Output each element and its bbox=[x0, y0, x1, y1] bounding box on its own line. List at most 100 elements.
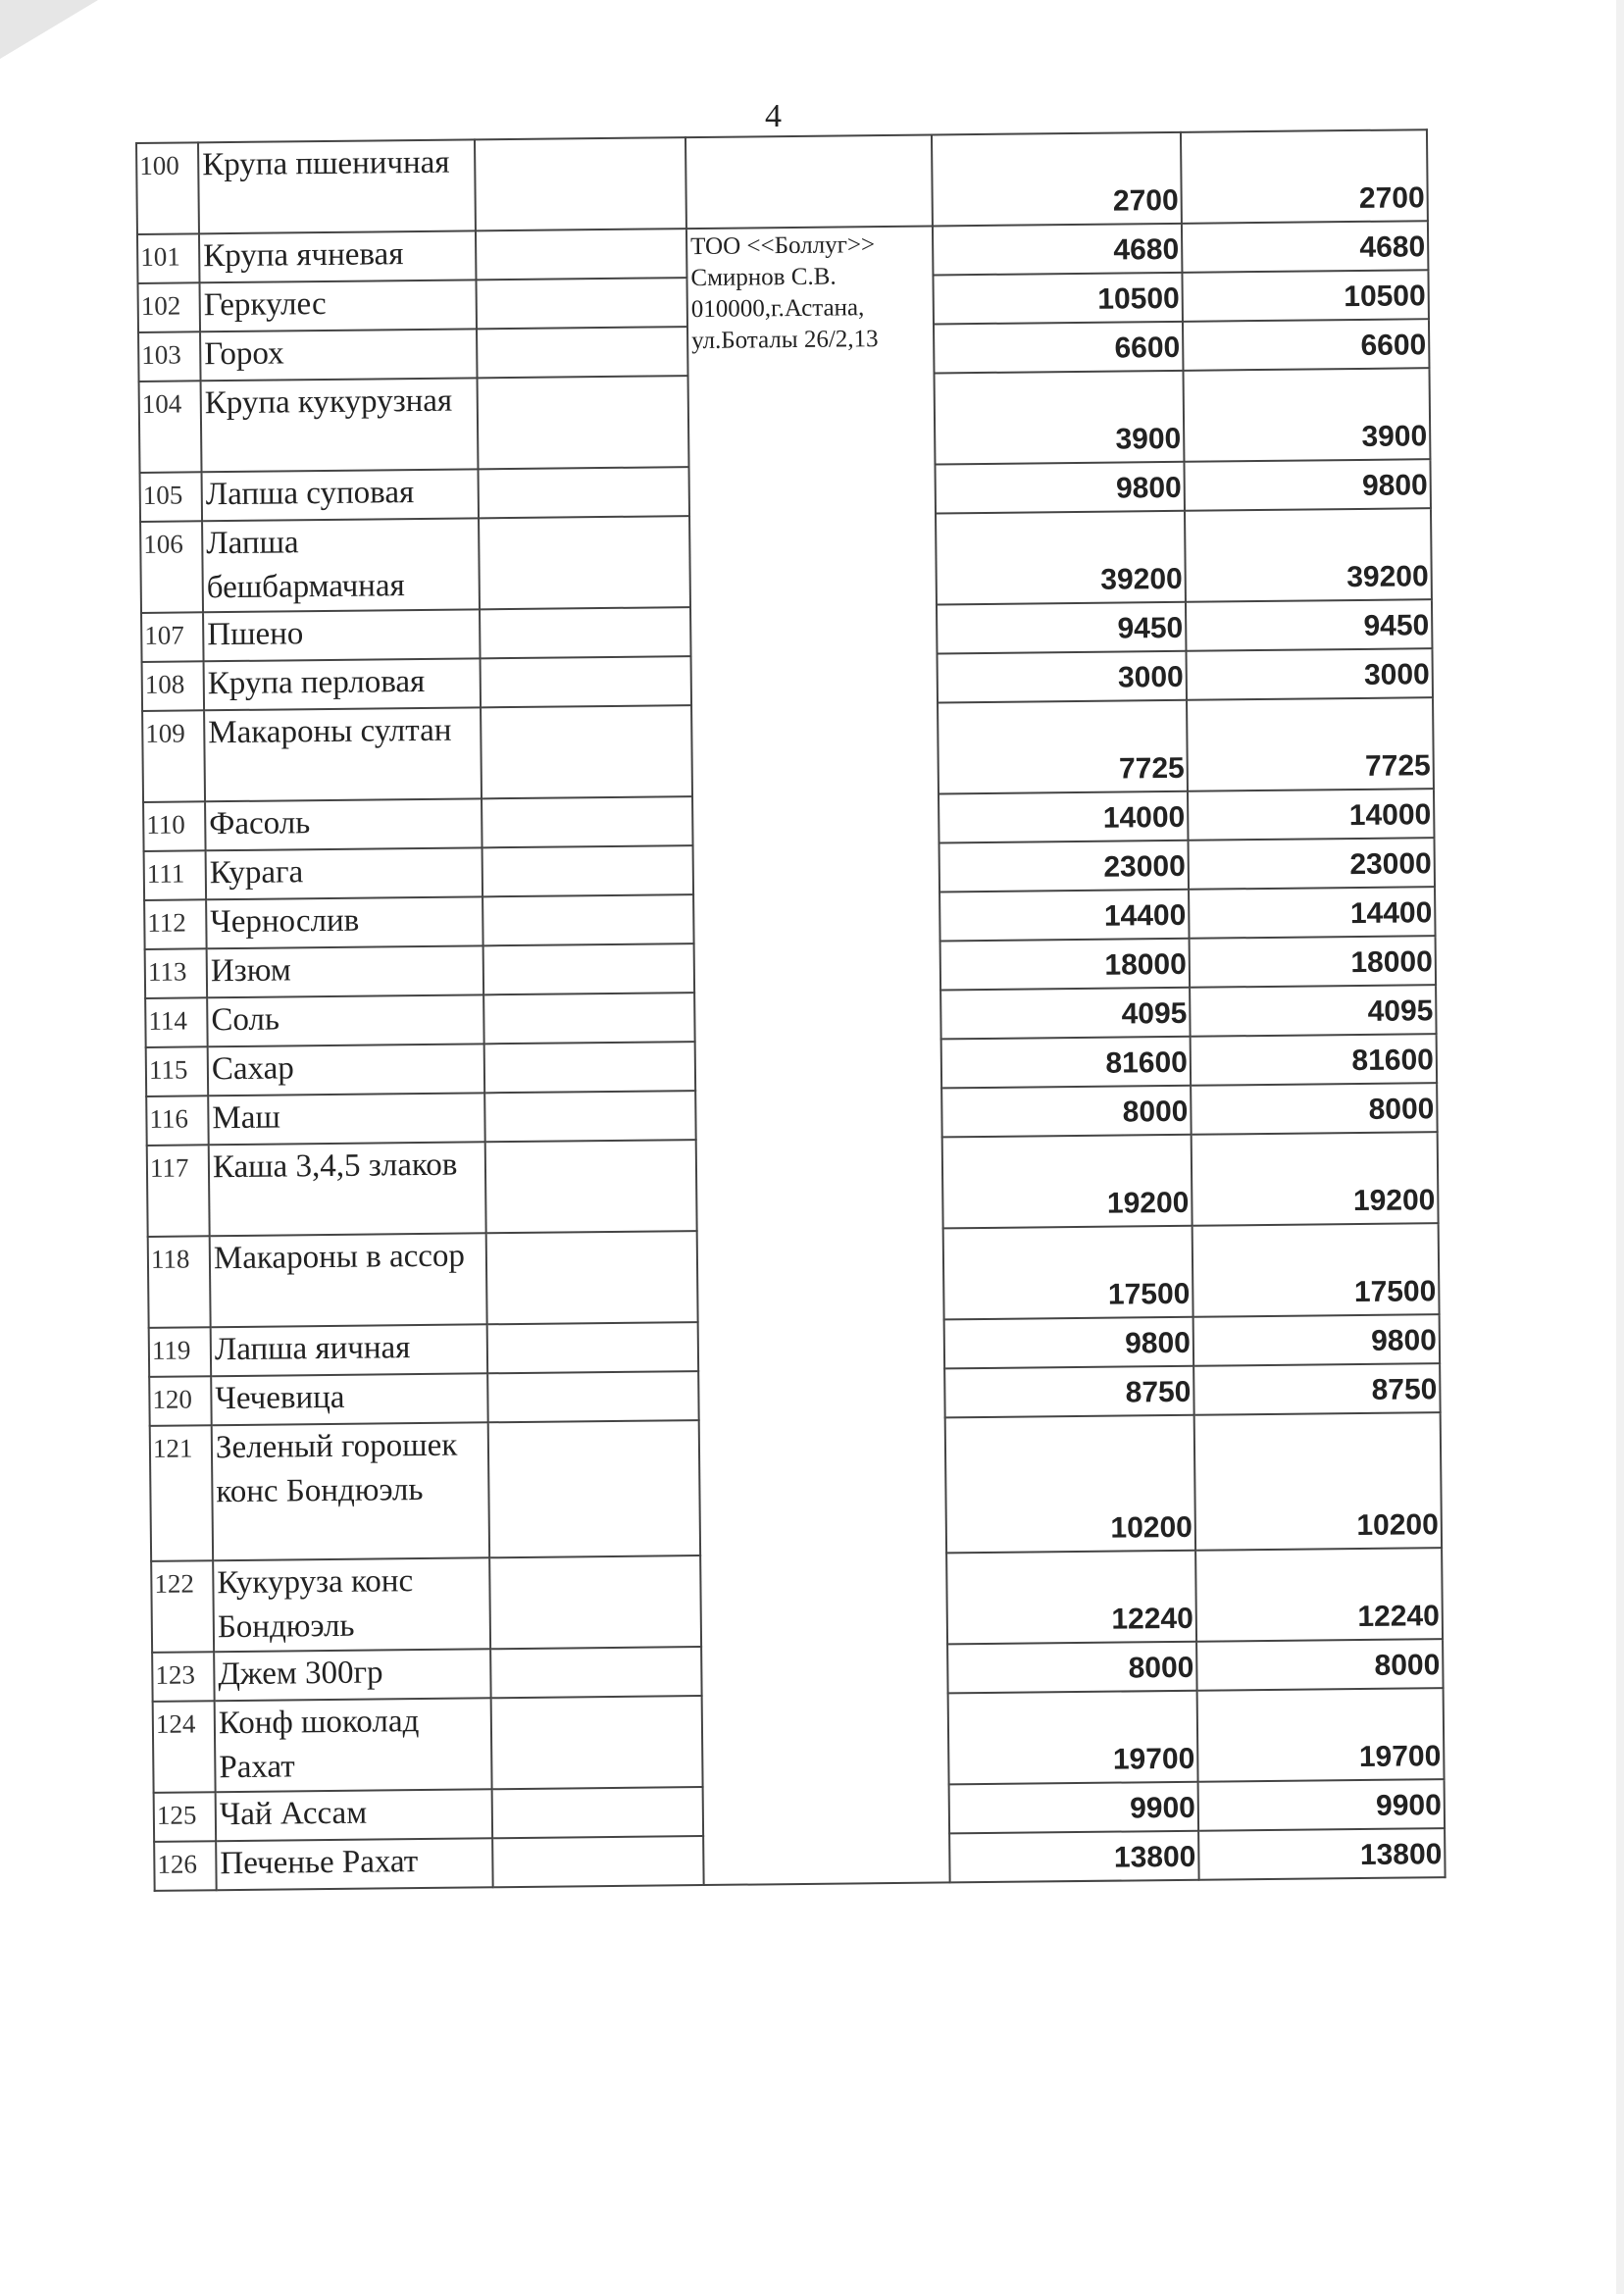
product-name: Фасоль bbox=[205, 798, 482, 851]
price-value: 8000 bbox=[947, 1641, 1197, 1694]
empty-cell bbox=[482, 894, 694, 946]
row-number: 115 bbox=[145, 1046, 209, 1096]
price-value: 19700 bbox=[947, 1690, 1198, 1785]
empty-cell bbox=[480, 607, 691, 659]
product-name: Крупа ячневая bbox=[198, 230, 477, 283]
row-number: 113 bbox=[144, 948, 208, 998]
price-value: 13800 bbox=[949, 1830, 1199, 1883]
price-value: 4095 bbox=[940, 987, 1191, 1040]
price-value: 39200 bbox=[936, 510, 1186, 605]
price-value: 17500 bbox=[942, 1225, 1193, 1320]
row-number: 110 bbox=[143, 801, 206, 851]
total-value: 4095 bbox=[1190, 985, 1437, 1037]
empty-cell bbox=[484, 1091, 696, 1143]
product-name: Маш bbox=[208, 1093, 485, 1146]
row-number: 124 bbox=[152, 1701, 216, 1793]
empty-cell bbox=[486, 1322, 699, 1374]
row-number: 109 bbox=[142, 710, 206, 802]
empty-cell bbox=[475, 229, 687, 280]
price-value: 3000 bbox=[937, 650, 1188, 703]
row-number: 120 bbox=[149, 1376, 212, 1426]
total-value: 10500 bbox=[1182, 270, 1429, 322]
empty-cell bbox=[490, 1647, 702, 1699]
empty-cell bbox=[487, 1371, 699, 1423]
total-value: 9900 bbox=[1197, 1779, 1446, 1831]
empty-cell bbox=[487, 1420, 701, 1558]
empty-cell bbox=[492, 1836, 704, 1888]
total-value: 13800 bbox=[1198, 1828, 1446, 1880]
price-value: 81600 bbox=[940, 1036, 1192, 1089]
price-value: 9800 bbox=[943, 1316, 1194, 1369]
product-name: Курага bbox=[205, 847, 483, 900]
price-value: 10200 bbox=[944, 1414, 1196, 1554]
empty-cell bbox=[490, 1696, 703, 1790]
product-name: Кукуруза конс Бондюэль bbox=[213, 1557, 491, 1653]
row-number: 107 bbox=[141, 612, 204, 662]
total-value: 14400 bbox=[1189, 887, 1436, 939]
row-number: 112 bbox=[144, 899, 207, 949]
row-number: 102 bbox=[137, 282, 201, 332]
total-value: 23000 bbox=[1188, 838, 1436, 890]
products-table: 100 Крупа пшеничная 2700 2700 101 Крупа ячнев… bbox=[135, 128, 1446, 1892]
product-name: Геркулес bbox=[199, 280, 478, 332]
total-value: 2700 bbox=[1180, 129, 1428, 224]
product-name: Макароны в ассор bbox=[209, 1233, 487, 1328]
table-row: 100 Крупа пшеничная 2700 2700 bbox=[136, 129, 1428, 234]
price-value: 23000 bbox=[939, 840, 1190, 892]
total-value: 6600 bbox=[1182, 319, 1430, 371]
row-number: 116 bbox=[146, 1096, 209, 1146]
empty-cell bbox=[481, 705, 693, 799]
row-number: 123 bbox=[152, 1652, 215, 1702]
product-name: Чечевица bbox=[211, 1373, 488, 1426]
empty-cell bbox=[482, 943, 695, 995]
empty-cell bbox=[477, 327, 688, 379]
row-number: 104 bbox=[138, 381, 202, 473]
row-number: 111 bbox=[143, 850, 207, 900]
price-value: 10500 bbox=[933, 272, 1183, 325]
price-value: 14000 bbox=[939, 790, 1189, 843]
product-name: Зеленый горошек конс Бондюэль bbox=[211, 1422, 490, 1561]
empty-cell bbox=[478, 467, 690, 519]
scan-edge bbox=[1616, 0, 1624, 2294]
empty-cell bbox=[480, 656, 692, 708]
page-number: 4 bbox=[765, 98, 782, 134]
row-number: 117 bbox=[146, 1145, 210, 1237]
product-name: Чай Ассам bbox=[215, 1789, 493, 1842]
price-value: 7725 bbox=[938, 699, 1188, 794]
price-value: 14400 bbox=[939, 889, 1190, 942]
total-value: 8000 bbox=[1191, 1083, 1438, 1135]
total-value: 12240 bbox=[1195, 1548, 1444, 1642]
total-value: 17500 bbox=[1192, 1223, 1440, 1317]
row-number: 121 bbox=[149, 1425, 214, 1561]
row-number: 126 bbox=[154, 1841, 217, 1891]
empty-cell bbox=[477, 376, 689, 470]
product-name: Горох bbox=[200, 329, 478, 382]
total-value: 8000 bbox=[1196, 1639, 1444, 1691]
row-number: 106 bbox=[140, 521, 204, 613]
product-name: Лапша суповая bbox=[201, 469, 480, 522]
row-number: 119 bbox=[148, 1327, 212, 1377]
total-value: 9800 bbox=[1184, 459, 1431, 511]
empty-cell bbox=[483, 1042, 696, 1094]
row-number: 108 bbox=[141, 661, 205, 711]
product-name: Макароны султан bbox=[204, 707, 482, 802]
total-value: 9450 bbox=[1185, 599, 1433, 651]
row-number: 122 bbox=[151, 1560, 215, 1653]
total-value: 19700 bbox=[1196, 1688, 1445, 1782]
total-value: 4680 bbox=[1181, 221, 1429, 273]
total-value: 9800 bbox=[1193, 1314, 1441, 1366]
supplier-cell: ТОО <<Боллуг>> Смирнов С.В. 010000,г.Аст… bbox=[685, 226, 950, 1886]
price-value: 4680 bbox=[932, 223, 1183, 276]
total-value: 8750 bbox=[1193, 1363, 1441, 1415]
product-name: Конф шоколад Рахат bbox=[214, 1698, 492, 1793]
total-value: 81600 bbox=[1190, 1034, 1438, 1086]
product-name: Крупа перловая bbox=[203, 658, 482, 711]
empty-cell bbox=[485, 1231, 698, 1325]
empty-cell bbox=[489, 1555, 702, 1650]
product-name: Крупа кукурузная bbox=[200, 378, 479, 473]
price-value: 9900 bbox=[948, 1781, 1199, 1834]
empty-cell bbox=[482, 796, 693, 848]
row-number: 118 bbox=[147, 1236, 211, 1328]
price-value: 8750 bbox=[944, 1365, 1194, 1418]
row-number: 101 bbox=[136, 233, 200, 283]
